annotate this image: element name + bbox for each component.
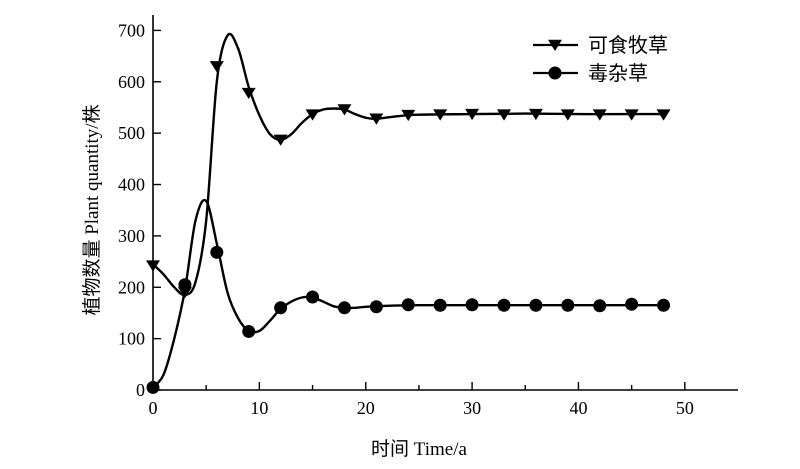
- data-point-circle: [497, 298, 511, 312]
- data-point-circle: [274, 301, 288, 315]
- data-point-circle: [561, 298, 575, 312]
- data-point-circle: [529, 298, 543, 312]
- data-point-circle: [593, 299, 607, 313]
- series-1: [146, 198, 671, 394]
- y-tick-label: 0: [136, 380, 145, 400]
- legend-label: 毒杂草: [588, 62, 648, 85]
- data-point-triangle-down: [528, 108, 543, 121]
- series-layer: [146, 32, 671, 394]
- y-tick-label: 700: [118, 20, 145, 40]
- data-point-triangle-down: [337, 104, 352, 116]
- series-0: [146, 32, 671, 299]
- data-point-circle: [306, 290, 320, 304]
- data-point-triangle-down: [305, 109, 320, 121]
- legend-marker-circle: [548, 66, 562, 80]
- data-point-triangle-down: [369, 113, 384, 125]
- data-point-circle: [146, 380, 160, 394]
- series-line: [152, 198, 664, 389]
- series-line: [152, 32, 664, 297]
- x-tick-label: 40: [569, 398, 587, 418]
- y-tick-label: 600: [118, 72, 145, 92]
- data-point-triangle-down: [433, 109, 448, 121]
- x-tick-label: 0: [149, 398, 158, 418]
- y-axis-title: 植物数量 Plant quantity/株: [81, 104, 103, 315]
- y-tick-label: 400: [118, 175, 145, 195]
- data-point-triangle-down: [656, 109, 671, 121]
- data-point-triangle-down: [146, 260, 160, 272]
- data-point-triangle-down: [592, 109, 607, 121]
- data-point-circle: [242, 324, 256, 338]
- y-tick-label: 500: [118, 123, 145, 143]
- legend-label: 可食牧草: [588, 34, 668, 57]
- x-tick-label: 20: [357, 398, 375, 418]
- data-point-triangle-down: [624, 109, 639, 121]
- data-point-triangle-down: [273, 134, 288, 146]
- data-point-circle: [465, 298, 479, 312]
- data-point-circle: [401, 298, 415, 312]
- data-point-triangle-down: [401, 109, 416, 122]
- y-tick-label: 100: [118, 329, 145, 349]
- x-axis-title: 时间 Time/a: [371, 438, 467, 460]
- data-point-circle: [369, 300, 383, 314]
- data-point-triangle-down: [497, 109, 511, 121]
- data-point-circle: [433, 298, 447, 312]
- data-point-triangle-down: [241, 87, 256, 100]
- data-point-triangle-down: [209, 61, 224, 73]
- data-point-circle: [625, 297, 639, 311]
- data-point-triangle-down: [465, 108, 480, 121]
- legend-marker-triangle-down: [548, 39, 562, 51]
- data-point-circle: [210, 245, 224, 259]
- data-point-circle: [657, 298, 671, 312]
- y-tick-label: 300: [118, 226, 145, 246]
- data-point-triangle-down: [560, 109, 575, 121]
- x-tick-label: 10: [250, 398, 268, 418]
- data-point-circle: [178, 278, 192, 292]
- x-tick-label: 50: [676, 398, 694, 418]
- x-tick-label: 30: [463, 398, 481, 418]
- y-tick-label: 200: [118, 277, 145, 297]
- data-point-circle: [337, 301, 351, 315]
